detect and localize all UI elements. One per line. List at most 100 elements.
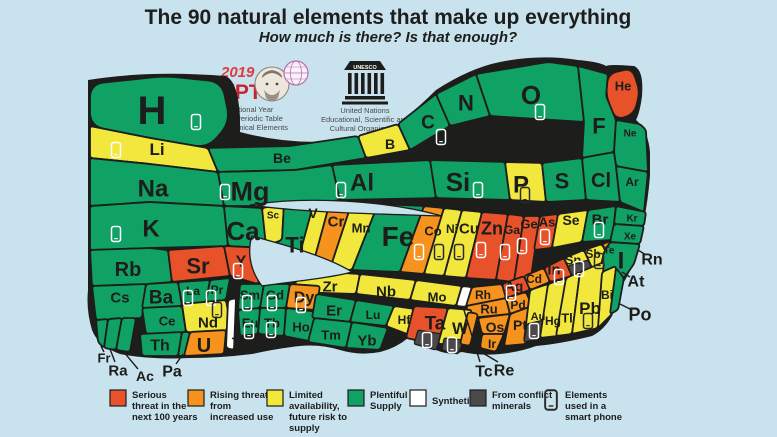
smartphone-icon-Si: [472, 181, 484, 199]
element-symbol-Se: Se: [562, 212, 579, 228]
element-cell-Ac: [115, 317, 137, 353]
callout-line-Rn: [637, 249, 647, 256]
smartphone-icon-Sb: [593, 252, 605, 270]
smartphone-icon-Mg: [219, 183, 231, 201]
iypt-caption-line: International Year: [215, 105, 274, 114]
smartphone-icon-Au: [528, 322, 540, 340]
element-symbol-Pm: Pm: [234, 339, 257, 356]
element-cell-Ir: [479, 333, 505, 353]
legend-label-line: smart phone: [565, 412, 622, 423]
element-symbol-Re: Re: [494, 363, 515, 380]
element-symbol-Be: Be: [273, 150, 291, 166]
legend-label-line: From conflict: [492, 390, 553, 401]
iypt-year: 2019: [220, 64, 255, 81]
element-symbol-Zn: Zn: [481, 218, 503, 238]
element-symbol-Br: Br: [592, 211, 609, 228]
element-symbol-Fe: Fe: [382, 221, 415, 252]
labels-and-icons: H He Li Be B C N O F Ne Na Mg Al Si P S Cl Ar K Ca Sc TiV Cr Mn…: [98, 79, 663, 384]
callout-line-Ra: [109, 348, 116, 363]
element-cell-Re: [459, 311, 479, 347]
element-symbol-Pr: Pr: [211, 283, 224, 297]
legend-label-line: Limited: [289, 390, 323, 401]
element-symbol-K: K: [142, 215, 160, 242]
legend-label-line: next 100 years: [132, 412, 198, 423]
element-symbol-Ra: Ra: [108, 362, 128, 379]
unesco-temple-icon: UNESCO: [342, 61, 388, 105]
unesco-caption-line: Cultural Organization: [330, 124, 400, 133]
unesco-temple-text: UNESCO: [353, 65, 377, 71]
legend-label-line: from: [210, 401, 231, 412]
element-symbol-Ac: Ac: [136, 368, 154, 384]
smartphone-icon-O: [534, 103, 546, 121]
element-cell-Xe: [609, 223, 645, 245]
element-symbol-Al: Al: [350, 169, 374, 196]
element-symbol-Cs: Cs: [110, 289, 129, 306]
legend-swatch-rising: [187, 389, 205, 407]
element-symbol-Ca: Ca: [226, 216, 260, 246]
element-symbol-Kr: Kr: [626, 214, 637, 225]
smartphone-icon-P: [519, 186, 531, 204]
element-symbol-V: V: [308, 205, 318, 221]
element-symbol-At: At: [628, 274, 646, 291]
smartphone-icon-C: [435, 128, 447, 146]
smartphone-icon-Ag: [505, 284, 517, 302]
smartphone-icon-Sm: [241, 294, 253, 312]
element-symbol-Pd: Pd: [510, 298, 525, 312]
element-symbol-Er: Er: [326, 302, 342, 319]
legend-label-line: used in a: [565, 401, 607, 412]
element-cell-O: [475, 61, 585, 123]
smartphone-icon-La: [182, 289, 194, 307]
smartphone-icon-Sn: [573, 260, 585, 278]
background-channel: [249, 199, 443, 217]
element-symbol-Pb: Pb: [579, 299, 601, 318]
smartphone-icon-Tb: [265, 321, 277, 339]
element-symbol-He: He: [615, 79, 632, 94]
smartphone-icon-Ga: [499, 243, 511, 261]
element-symbol-Ir: Ir: [488, 337, 496, 351]
unesco-caption-line: Educational, Scientific and: [321, 115, 409, 124]
page-subtitle: How much is there? Is that enough?: [259, 29, 517, 46]
legend-label-line: threat in the: [132, 401, 186, 412]
smartphone-icon-Li: [110, 141, 122, 159]
legend-swatch-conflict: [469, 389, 487, 407]
callout-line-Fr: [100, 345, 105, 353]
smartphone-icon-Br: [593, 221, 605, 239]
element-symbol-Ne: Ne: [624, 129, 637, 140]
element-symbol-N: N: [458, 91, 474, 116]
element-symbol-Mn: Mn: [352, 221, 371, 236]
legend-label-line: Synthetic: [432, 396, 475, 407]
element-symbol-Pa: Pa: [162, 364, 182, 381]
element-cell-F: [577, 65, 617, 159]
smartphone-icon-Pb: [582, 312, 594, 330]
legend-label-line: minerals: [492, 401, 531, 412]
element-symbol-Pt: Pt: [513, 317, 527, 333]
smartphone-icon-Y: [232, 262, 244, 280]
element-symbol-Po: Po: [628, 304, 651, 324]
element-symbol-Os: Os: [486, 319, 505, 335]
element-symbol-U: U: [197, 335, 211, 357]
element-symbol-Bi: Bi: [601, 288, 613, 302]
unesco-caption-line: United Nations: [340, 106, 389, 115]
element-symbol-Te: Te: [604, 246, 615, 257]
legend-label-line: increased use: [210, 412, 273, 423]
element-cell-U: [183, 329, 227, 357]
element-symbol-Tm: Tm: [321, 328, 341, 343]
element-symbol-Ga: Ga: [504, 223, 520, 237]
element-symbol-Cd: Cd: [526, 272, 542, 286]
callout-line-At: [621, 271, 631, 278]
element-symbol-W: W: [452, 319, 469, 338]
element-symbol-Sb: Sb: [585, 247, 600, 261]
smartphone-icon-Pr: [205, 289, 217, 307]
smartphone-icon-K: [110, 225, 122, 243]
legend-swatch-synthetic: [409, 389, 427, 407]
element-symbol-Co: Co: [424, 224, 441, 239]
smartphone-icon-legend: [544, 389, 558, 411]
element-symbol-Sn: Sn: [565, 253, 582, 268]
smartphone-icon-Dy: [295, 296, 307, 314]
legend-swatch-serious: [109, 389, 127, 407]
element-symbol-Sc: Sc: [267, 211, 280, 222]
